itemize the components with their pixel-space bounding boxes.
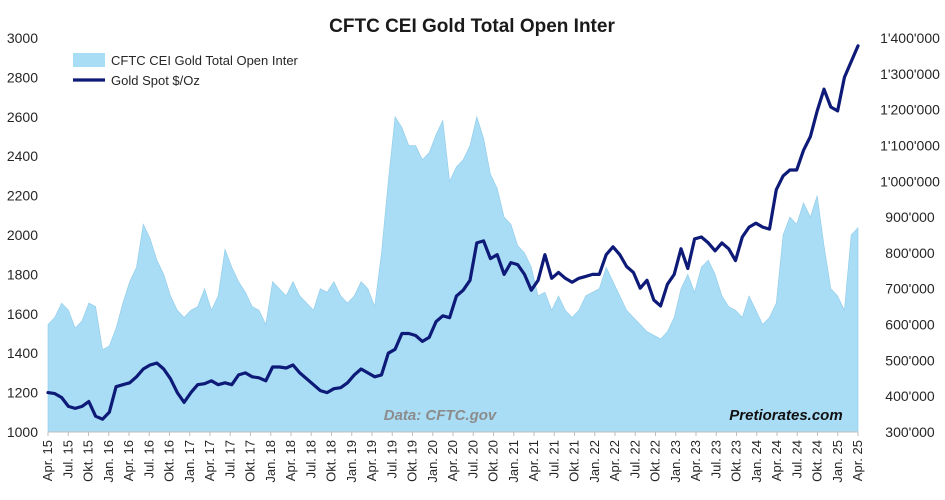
y-right-tick-label: 900'000 (885, 209, 935, 225)
x-tick-label: Jul. 20 (465, 440, 480, 478)
x-tick-label: Jul. 22 (627, 440, 642, 478)
gold-spot-line (46, 44, 860, 421)
x-tick-label: Okt. 22 (648, 440, 663, 482)
x-tick-label: Jan. 24 (749, 440, 764, 483)
y-left-tick-label: 2600 (7, 109, 38, 125)
x-tick-label: Apr. 25 (850, 440, 865, 481)
x-tick-label: Okt. 18 (324, 440, 339, 482)
x-tick-label: Okt. 17 (243, 440, 258, 482)
x-tick-label: Apr. 22 (607, 440, 622, 481)
y-left-tick-label: 2000 (7, 227, 38, 243)
y-left-tick-label: 2400 (7, 148, 38, 164)
y-left-tick-label: 2200 (7, 188, 38, 204)
chart-title: CFTC CEI Gold Total Open Inter (329, 16, 615, 37)
legend-label-gold-spot: Gold Spot $/Oz (111, 73, 200, 88)
x-tick-label: Jan. 25 (830, 440, 845, 483)
y-right-tick-label: 700'000 (885, 281, 935, 297)
x-tick-label: Okt. 20 (486, 440, 501, 482)
x-tick-label: Okt. 21 (567, 440, 582, 482)
x-tick-label: Okt. 16 (162, 440, 177, 482)
legend: CFTC CEI Gold Total Open Inter Gold Spot … (73, 53, 299, 88)
x-tick-label: Jul. 23 (708, 440, 723, 478)
x-tick-label: Apr. 21 (526, 440, 541, 481)
y-right-tick-label: 600'000 (885, 317, 935, 333)
x-tick-label: Apr. 17 (202, 440, 217, 481)
x-tick-label: Apr. 24 (769, 440, 784, 481)
y-right-tick-label: 500'000 (885, 352, 935, 368)
x-tick-label: Jul. 17 (222, 440, 237, 478)
y-right-tick-label: 300'000 (885, 424, 935, 440)
y-right-tick-label: 1'100'000 (880, 137, 940, 153)
y-left-tick-label: 1200 (7, 385, 38, 401)
y-left-tick-label: 1000 (7, 424, 38, 440)
x-tick-label: Okt. 15 (81, 440, 96, 482)
legend-label-open-interest: CFTC CEI Gold Total Open Inter (111, 53, 299, 68)
source-annotation: Data: CFTC.gov (384, 407, 498, 424)
brand-annotation: Pretiorates.com (729, 407, 842, 424)
y-left-tick-label: 3000 (7, 30, 38, 46)
x-tick-label: Jul. 18 (303, 440, 318, 478)
y-left-tick-label: 2800 (7, 69, 38, 85)
axes-layer: 1000 1200 1400 1600 1800 2000 2200 2400 2600 2800… (7, 30, 940, 483)
x-tick-label: Jan. 23 (668, 440, 683, 483)
x-tick-label: Apr. 15 (40, 440, 55, 481)
y-right-tick-label: 1'200'000 (880, 102, 940, 118)
y-right-tick-label: 800'000 (885, 245, 935, 261)
x-tick-label: Apr. 23 (688, 440, 703, 481)
x-tick-label: Jan. 16 (101, 440, 116, 483)
y-left-tick-label: 1800 (7, 266, 38, 282)
x-tick-label: Okt. 19 (405, 440, 420, 482)
open-interest-area-layer (47, 115, 859, 433)
x-tick-label: Jul. 16 (141, 440, 156, 478)
y-left-tick-label: 1600 (7, 306, 38, 322)
gold-spot-line-layer (46, 44, 860, 421)
x-tick-label: Jan. 20 (425, 440, 440, 483)
y-right-tick-label: 1'300'000 (880, 66, 940, 82)
x-tick-label: Okt. 24 (810, 440, 825, 482)
x-tick-label: Apr. 16 (121, 440, 136, 481)
y-right-tick-label: 1'000'000 (880, 173, 940, 189)
x-tick-label: Apr. 19 (364, 440, 379, 481)
x-tick-label: Apr. 20 (445, 440, 460, 481)
x-tick-label: Jul. 15 (60, 440, 75, 478)
x-tick-label: Jul. 19 (384, 440, 399, 478)
x-tick-label: Jan. 18 (263, 440, 278, 483)
y-right-tick-label: 400'000 (885, 388, 935, 404)
open-interest-area (47, 115, 859, 433)
x-tick-label: Jan. 22 (587, 440, 602, 483)
legend-swatch-open-interest (73, 53, 105, 67)
y-left-tick-label: 1400 (7, 345, 38, 361)
y-right-tick-label: 1'400'000 (880, 30, 940, 46)
x-tick-label: Okt. 23 (729, 440, 744, 482)
x-tick-label: Jul. 24 (789, 440, 804, 478)
x-tick-label: Apr. 18 (283, 440, 298, 481)
x-tick-label: Jul. 21 (546, 440, 561, 478)
x-tick-label: Jan. 19 (344, 440, 359, 483)
x-tick-label: Jan. 17 (182, 440, 197, 483)
x-tick-label: Jan. 21 (506, 440, 521, 483)
